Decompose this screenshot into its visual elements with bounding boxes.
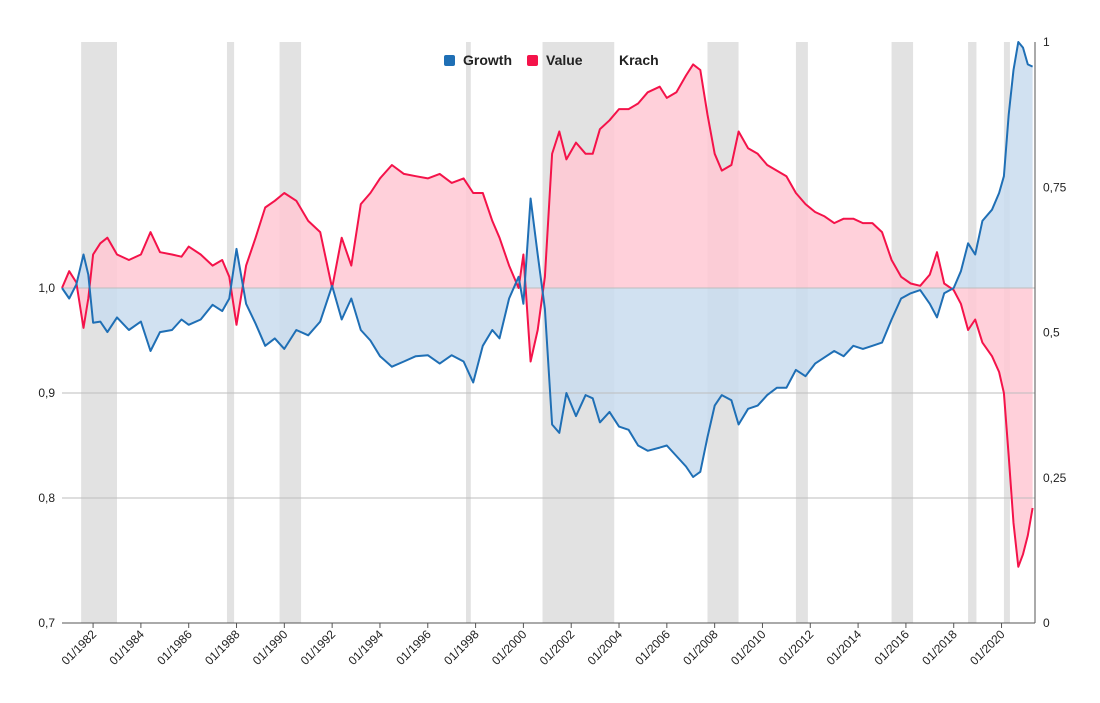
legend-label-growth: Growth [463,52,512,68]
chart-areas [62,42,1033,567]
x-tick-label: 01/2016 [871,627,912,668]
value-line [61,63,1034,568]
krach-band-1 [226,42,235,623]
x-tick-label: 01/2008 [680,627,721,668]
x-tick-label: 01/1996 [393,627,434,668]
x-tick-label: 01/2002 [537,627,578,668]
legend-swatch-growth [444,55,455,66]
y-right-tick-label: 0,5 [1043,326,1060,340]
value-area [62,64,1033,567]
x-tick-label: 01/2004 [585,627,626,668]
x-tick-label: 01/2012 [776,627,817,668]
krach-band-7 [891,42,914,623]
x-tick-label: 01/2018 [919,627,960,668]
x-tick-label: 01/1990 [250,627,291,668]
legend-swatch-value [527,55,538,66]
x-tick-label: 01/1984 [106,627,147,668]
x-tick-label: 01/2010 [728,627,769,668]
x-tick-label: 01/1994 [345,627,386,668]
krach-band-8 [968,42,977,623]
chart-lines [61,41,1034,568]
y-right-tick-label: 0 [1043,616,1050,630]
legend-item-growth[interactable]: Growth [444,52,512,68]
y-left-tick-label: 0,7 [38,616,55,630]
y-right-tick-label: 1 [1043,35,1050,49]
legend-label-krach: Krach [619,52,659,68]
x-tick-label: 01/2020 [967,627,1008,668]
legend: Growth Value Krach [444,52,659,68]
y-left-tick-label: 0,9 [38,386,55,400]
y-left-tick-label: 0,8 [38,491,55,505]
x-tick-label: 01/1992 [298,627,339,668]
krach-band-0 [81,42,117,623]
growth-area [62,42,1033,477]
x-tick-label: 01/1998 [441,627,482,668]
legend-item-krach[interactable]: Krach [619,52,659,68]
x-tick-label: 01/2006 [632,627,673,668]
x-tick-label: 01/1986 [154,627,195,668]
y-right-tick-label: 0,75 [1043,180,1067,194]
x-tick-label: 01/2000 [489,627,530,668]
y-left-tick-label: 1,0 [38,281,55,295]
x-tick-label: 01/2014 [824,627,865,668]
legend-item-value[interactable]: Value [527,52,583,68]
growth-line [61,41,1034,478]
gridlines [62,287,1035,499]
legend-label-value: Value [546,52,583,68]
x-tick-label: 01/1988 [202,627,243,668]
y-right-tick-label: 0,25 [1043,471,1067,485]
x-tick-label: 01/1982 [59,627,100,668]
